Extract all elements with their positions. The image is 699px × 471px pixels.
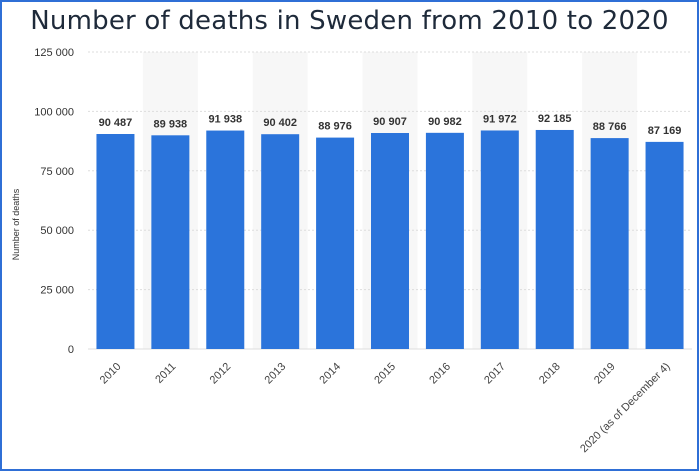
bar-value-label: 91 972 [483, 113, 517, 125]
bar-value-label: 90 982 [428, 116, 462, 128]
y-tick-label: 75 000 [40, 166, 74, 178]
x-tick-label: 2017 [482, 361, 508, 387]
bar [261, 134, 300, 349]
bar-value-label: 90 487 [99, 117, 133, 129]
x-tick-label: 2014 [317, 361, 343, 387]
bar-value-label: 91 938 [208, 114, 242, 126]
x-tick-label: 2010 [98, 361, 124, 387]
bar [96, 134, 135, 349]
y-tick-label: 25 000 [40, 285, 74, 297]
bar-value-label: 88 766 [593, 121, 627, 133]
chart-title: Number of deaths in Sweden from 2010 to … [30, 6, 669, 36]
x-tick-label: 2012 [208, 361, 234, 387]
y-axis-label: Number of deaths [11, 188, 21, 260]
y-tick-label: 125 000 [34, 47, 74, 59]
bar [645, 141, 684, 349]
bar [590, 138, 629, 349]
bar-value-label: 90 402 [263, 117, 297, 129]
bar-value-label: 90 907 [373, 116, 407, 128]
x-tick-label: 2016 [427, 361, 453, 387]
bar-value-label: 88 976 [318, 121, 352, 133]
y-tick-label: 0 [68, 344, 74, 356]
bar [316, 137, 355, 349]
bar [480, 130, 519, 349]
bar [535, 129, 574, 349]
x-tick-label: 2018 [537, 361, 563, 387]
y-tick-label: 50 000 [40, 225, 74, 237]
x-tick-label: 2020 (as of December 4) [578, 361, 673, 456]
x-tick-label: 2019 [592, 361, 618, 387]
bar [371, 133, 409, 349]
bar-value-label: 89 938 [154, 118, 188, 130]
bar [425, 132, 464, 349]
y-tick-label: 100 000 [34, 106, 74, 118]
bar [206, 130, 245, 349]
x-tick-label: 2011 [153, 361, 178, 386]
bar-value-label: 87 169 [648, 125, 682, 137]
x-tick-label: 2013 [263, 361, 289, 387]
bar-value-label: 92 185 [538, 113, 572, 125]
x-tick-label: 2015 [372, 361, 398, 387]
bar [151, 135, 190, 349]
